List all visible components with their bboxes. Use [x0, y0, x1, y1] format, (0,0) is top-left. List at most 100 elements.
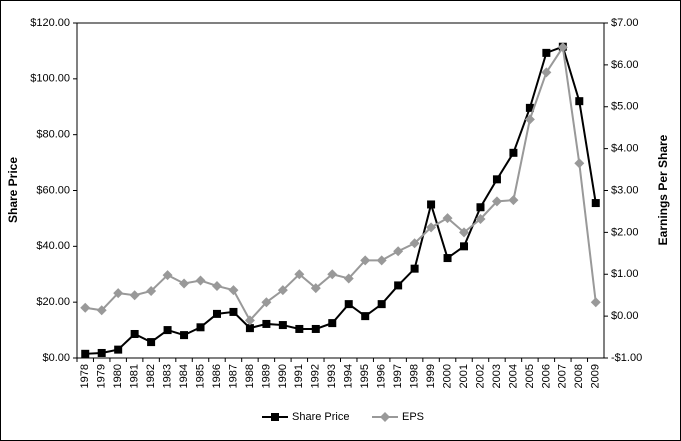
x-tick-label: 1994 — [343, 364, 355, 388]
point-marker — [476, 203, 485, 212]
y-axis-title: Share Price — [6, 157, 20, 223]
y2-tick-label: $3.00 — [611, 184, 639, 196]
x-tick-label: 1983 — [161, 364, 173, 388]
point-marker — [590, 297, 601, 308]
x-tick-label: 2002 — [474, 364, 486, 388]
point-marker — [409, 238, 420, 249]
x-tick-label: 1993 — [326, 364, 338, 388]
point-marker — [460, 242, 469, 251]
point-marker — [180, 331, 189, 340]
point-marker — [80, 302, 91, 313]
point-marker — [377, 300, 386, 309]
y-tick-label: $0.00 — [42, 352, 70, 364]
x-tick-label: 1988 — [244, 364, 256, 388]
x-tick-label: 2007 — [557, 364, 569, 388]
point-marker — [328, 319, 337, 328]
x-tick-label: 2000 — [441, 364, 453, 388]
point-marker — [475, 213, 486, 224]
point-marker — [410, 264, 419, 273]
legend-marker — [380, 412, 390, 422]
point-marker — [459, 227, 470, 238]
point-marker — [179, 278, 190, 289]
y2-tick-label: $0.00 — [611, 310, 639, 322]
x-tick-label: 1999 — [425, 364, 437, 388]
point-marker — [492, 175, 501, 184]
y-tick-label: $60.00 — [36, 184, 70, 196]
point-marker — [344, 300, 353, 309]
point-marker — [113, 288, 124, 299]
point-marker — [376, 255, 387, 266]
x-tick-label: 1996 — [376, 364, 388, 388]
point-marker — [146, 286, 157, 296]
y2-tick-label: $2.00 — [611, 226, 639, 238]
x-tick-label: 1990 — [277, 364, 289, 388]
y-tick-label: $40.00 — [36, 240, 70, 252]
point-marker — [557, 42, 568, 53]
point-marker — [508, 195, 519, 206]
x-tick-label: 1987 — [227, 364, 239, 388]
x-tick-label: 1998 — [409, 364, 421, 388]
point-marker — [509, 148, 518, 157]
x-tick-label: 2006 — [540, 364, 552, 388]
y2-tick-label: -$1.00 — [611, 352, 642, 364]
point-marker — [361, 312, 370, 321]
point-marker — [129, 290, 140, 301]
y2-tick-label: $6.00 — [611, 59, 639, 71]
point-marker — [591, 199, 600, 208]
point-marker — [343, 273, 354, 284]
x-tick-label: 2003 — [491, 364, 503, 388]
point-marker — [163, 326, 172, 335]
x-tick-label: 2005 — [524, 364, 536, 388]
point-marker — [427, 200, 436, 209]
x-tick-label: 1981 — [129, 364, 141, 388]
y-tick-label: $100.00 — [30, 73, 70, 85]
x-tick-label: 1997 — [392, 364, 404, 388]
point-marker — [442, 213, 453, 224]
point-marker — [295, 324, 304, 333]
legend-label: Share Price — [292, 411, 349, 423]
y2-axis-title: Earnings Per Share — [656, 134, 670, 245]
point-marker — [491, 196, 502, 207]
y2-tick-label: $7.00 — [611, 17, 639, 29]
x-tick-label: 1995 — [359, 364, 371, 388]
y2-tick-label: $5.00 — [611, 101, 639, 113]
x-tick-label: 1989 — [260, 364, 272, 388]
point-marker — [360, 255, 371, 266]
point-marker — [96, 305, 107, 316]
point-marker — [541, 67, 552, 78]
point-marker — [310, 283, 321, 294]
point-marker — [278, 321, 287, 330]
point-marker — [524, 114, 535, 125]
x-tick-label: 1984 — [178, 364, 190, 388]
point-marker — [114, 345, 123, 354]
point-marker — [130, 329, 139, 338]
x-tick-label: 1978 — [79, 364, 91, 388]
x-tick-label: 1979 — [96, 364, 108, 388]
point-marker — [525, 103, 534, 112]
point-marker — [426, 222, 437, 233]
x-tick-label: 1992 — [310, 364, 322, 388]
x-tick-label: 1985 — [194, 364, 206, 388]
point-marker — [147, 338, 156, 347]
point-marker — [394, 281, 403, 290]
point-marker — [195, 275, 206, 286]
point-marker — [228, 285, 239, 296]
x-tick-label: 1980 — [112, 364, 124, 388]
point-marker — [162, 270, 173, 281]
x-tick-label: 2008 — [573, 364, 585, 388]
y-tick-label: $80.00 — [36, 129, 70, 141]
y-tick-label: $120.00 — [30, 17, 70, 29]
point-marker — [261, 297, 272, 308]
point-marker — [311, 324, 320, 333]
legend-label: EPS — [402, 411, 424, 423]
legend-marker — [271, 413, 279, 421]
point-marker — [211, 280, 222, 291]
y2-tick-label: $4.00 — [611, 143, 639, 155]
point-marker — [575, 97, 584, 106]
point-marker — [81, 349, 90, 358]
point-marker — [196, 323, 205, 332]
x-tick-label: 2001 — [458, 364, 470, 388]
point-marker — [443, 254, 452, 263]
